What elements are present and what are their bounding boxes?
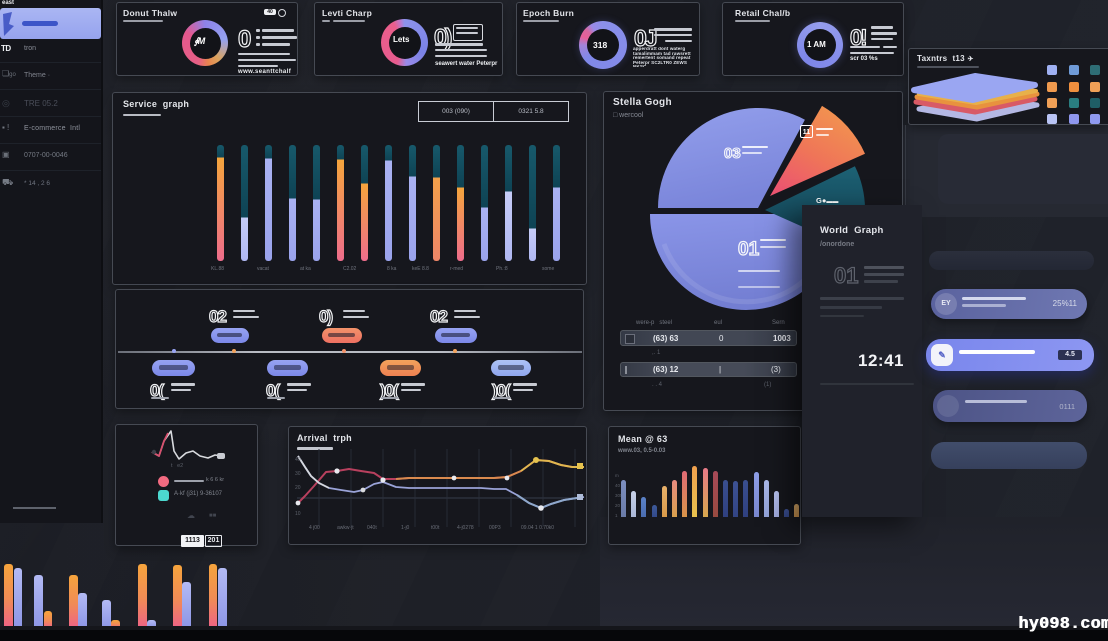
svg-text:0): 0) [434, 24, 452, 50]
svg-text:01: 01 [834, 263, 858, 288]
svg-text:0: 0 [238, 26, 251, 53]
svg-text:0(: 0( [150, 381, 164, 400]
svg-text:)0(: )0( [492, 381, 511, 400]
svg-text:0): 0) [319, 307, 332, 326]
svg-text:02: 02 [209, 307, 226, 326]
svg-text:02: 02 [430, 307, 447, 326]
svg-text:0!: 0! [850, 25, 866, 50]
svg-text:01: 01 [738, 239, 760, 260]
svg-text:0(: 0( [266, 381, 280, 400]
svg-text:03: 03 [724, 145, 741, 162]
svg-text:)0(: )0( [380, 381, 399, 400]
